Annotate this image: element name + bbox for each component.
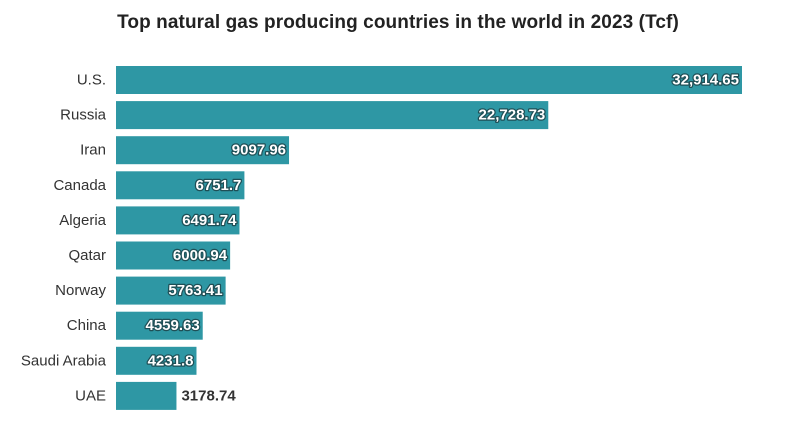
value-label-canada: 6751.7 bbox=[196, 177, 242, 194]
bar-canada bbox=[116, 171, 245, 200]
value-label-saudi-arabia: 4231.8 bbox=[148, 352, 194, 369]
category-label-norway: Norway bbox=[55, 282, 106, 299]
bar-norway bbox=[116, 276, 226, 305]
value-label-u-s: 32,914.65 bbox=[672, 72, 739, 89]
category-label-uae: UAE bbox=[75, 387, 106, 404]
category-label-russia: Russia bbox=[60, 107, 107, 124]
category-label-saudi-arabia: Saudi Arabia bbox=[21, 352, 107, 369]
bar-saudi-arabia bbox=[116, 346, 197, 375]
chart-title: Top natural gas producing countries in t… bbox=[117, 12, 679, 33]
bar-russia bbox=[116, 101, 549, 130]
value-label-china: 4559.63 bbox=[145, 317, 199, 334]
category-label-canada: Canada bbox=[53, 177, 106, 194]
value-label-russia: 22,728.73 bbox=[479, 107, 546, 124]
bar-u-s bbox=[116, 66, 742, 94]
category-label-qatar: Qatar bbox=[68, 247, 106, 264]
bar-iran bbox=[116, 136, 290, 165]
value-label-norway: 5763.41 bbox=[168, 282, 222, 299]
value-label-uae: 3178.74 bbox=[181, 387, 236, 404]
bar-china bbox=[116, 311, 203, 340]
category-label-china: China bbox=[67, 317, 107, 334]
bar-algeria bbox=[116, 206, 240, 235]
value-label-qatar: 6000.94 bbox=[173, 247, 228, 264]
category-label-iran: Iran bbox=[80, 142, 106, 159]
category-label-algeria: Algeria bbox=[59, 212, 106, 229]
bar-qatar bbox=[116, 241, 231, 270]
value-label-algeria: 6491.74 bbox=[182, 212, 237, 229]
bar-uae bbox=[116, 381, 177, 410]
category-label-u-s: U.S. bbox=[77, 72, 106, 89]
value-label-iran: 9097.96 bbox=[232, 142, 286, 159]
